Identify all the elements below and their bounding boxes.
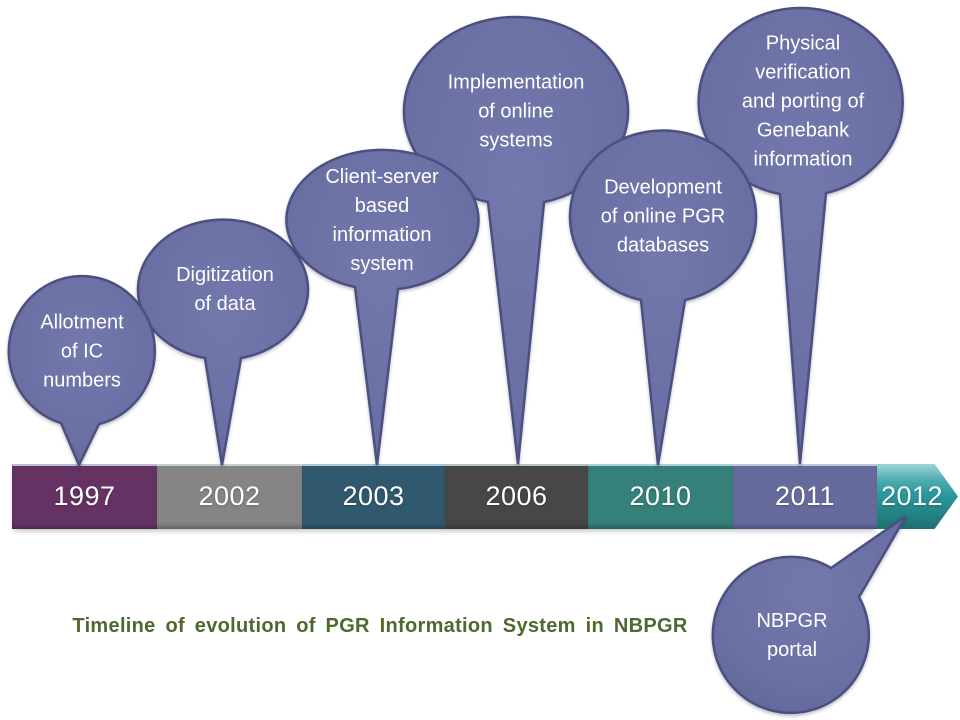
year-label-2006: 2006 xyxy=(485,481,548,511)
balloon-label-implementation: Implementation of online systems xyxy=(447,71,585,152)
timeline-segment-2010: 2010 xyxy=(588,464,733,529)
balloon-2002-digitization xyxy=(136,218,310,466)
timeline-segment-2002: 2002 xyxy=(157,464,302,529)
balloon-label-development: Development of online PGR databases xyxy=(600,176,726,257)
year-label-2012: 2012 xyxy=(880,481,944,511)
balloon-label-digitization: Digitization of data xyxy=(176,264,274,315)
year-label-1997: 1997 xyxy=(53,481,116,511)
timeline-segment-2003: 2003 xyxy=(302,464,445,529)
caption: Timeline of evolution of PGR Information… xyxy=(72,615,688,637)
balloon-label-client-server: Client-server based information system xyxy=(325,166,439,275)
year-label-2002: 2002 xyxy=(198,481,261,511)
balloon-label-physical-verification: Physical verification and porting of Gen… xyxy=(741,32,865,171)
year-label-2003: 2003 xyxy=(342,481,405,511)
balloon-label-nbpgr-portal: NBPGR portal xyxy=(756,610,828,661)
timeline-segment-2011: 2011 xyxy=(733,464,877,529)
timeline-bar: 1997 2002 2003 2006 2010 2011 xyxy=(12,464,877,529)
year-label-2011: 2011 xyxy=(774,481,836,511)
timeline-segment-1997: 1997 xyxy=(12,464,157,529)
balloon-label-allotment: Allotment of IC numbers xyxy=(40,311,124,392)
year-label-2010: 2010 xyxy=(629,481,692,511)
timeline-arrow-2012: 2012 xyxy=(877,464,958,529)
timeline-segment-2006: 2006 xyxy=(445,464,588,529)
